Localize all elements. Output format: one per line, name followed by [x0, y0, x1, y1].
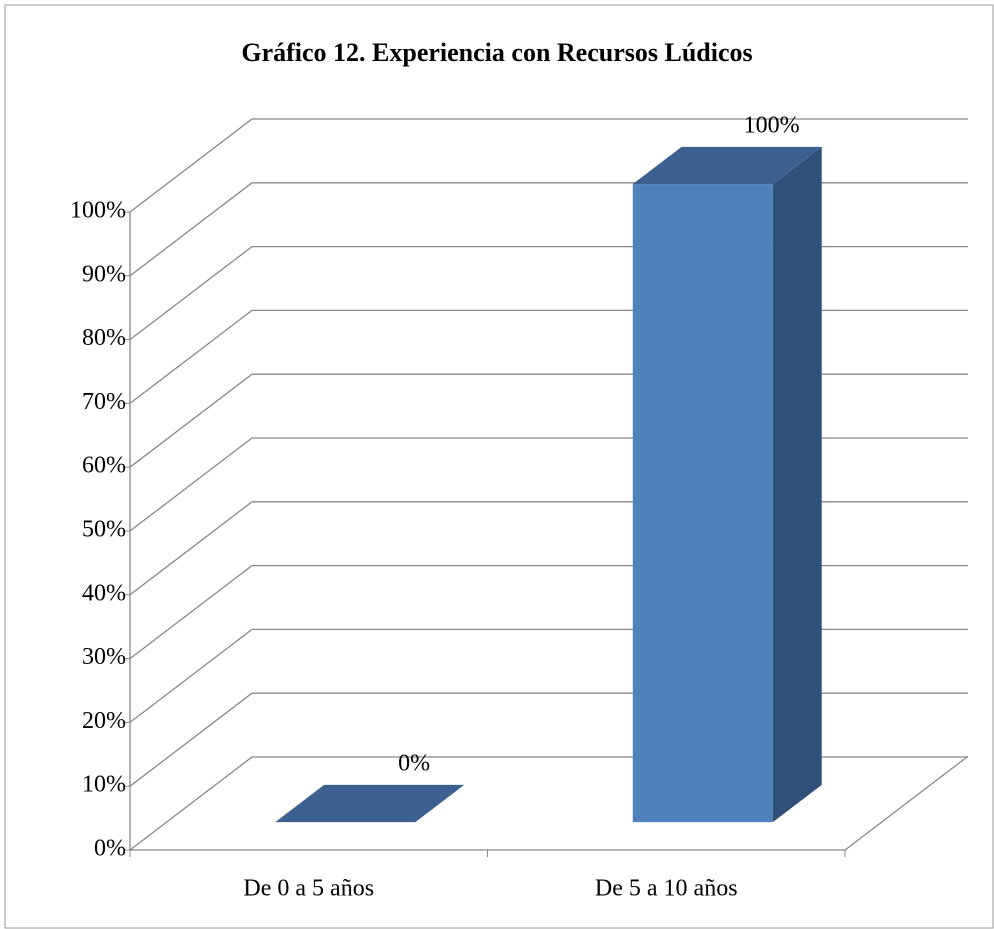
y-tick-label: 10% [82, 772, 126, 798]
y-tick-label: 100% [70, 198, 126, 224]
y-tick-label: 90% [82, 261, 126, 287]
value-label: 0% [398, 750, 430, 776]
x-tick-label: De 0 a 5 años [243, 876, 374, 902]
y-tick-label: 70% [82, 389, 126, 415]
grid-line [129, 118, 968, 213]
y-tick-label: 30% [82, 644, 126, 670]
bar-top [275, 784, 465, 823]
chart-title: Gráfico 12. Experiencia con Recursos Lúd… [241, 38, 752, 67]
y-tick-label: 60% [82, 453, 126, 479]
bar-top [632, 146, 822, 185]
y-tick-label: 80% [82, 325, 126, 351]
y-tick-label: 40% [82, 580, 126, 606]
chart-frame [4, 4, 994, 929]
x-tick-label: De 5 a 10 años [595, 876, 738, 902]
bar-front [632, 184, 773, 823]
y-tick-label: 50% [82, 517, 126, 543]
bar-side [772, 146, 822, 823]
y-tick-label: 0% [94, 836, 126, 862]
value-label: 100% [744, 112, 800, 138]
y-tick-label: 20% [82, 708, 126, 734]
